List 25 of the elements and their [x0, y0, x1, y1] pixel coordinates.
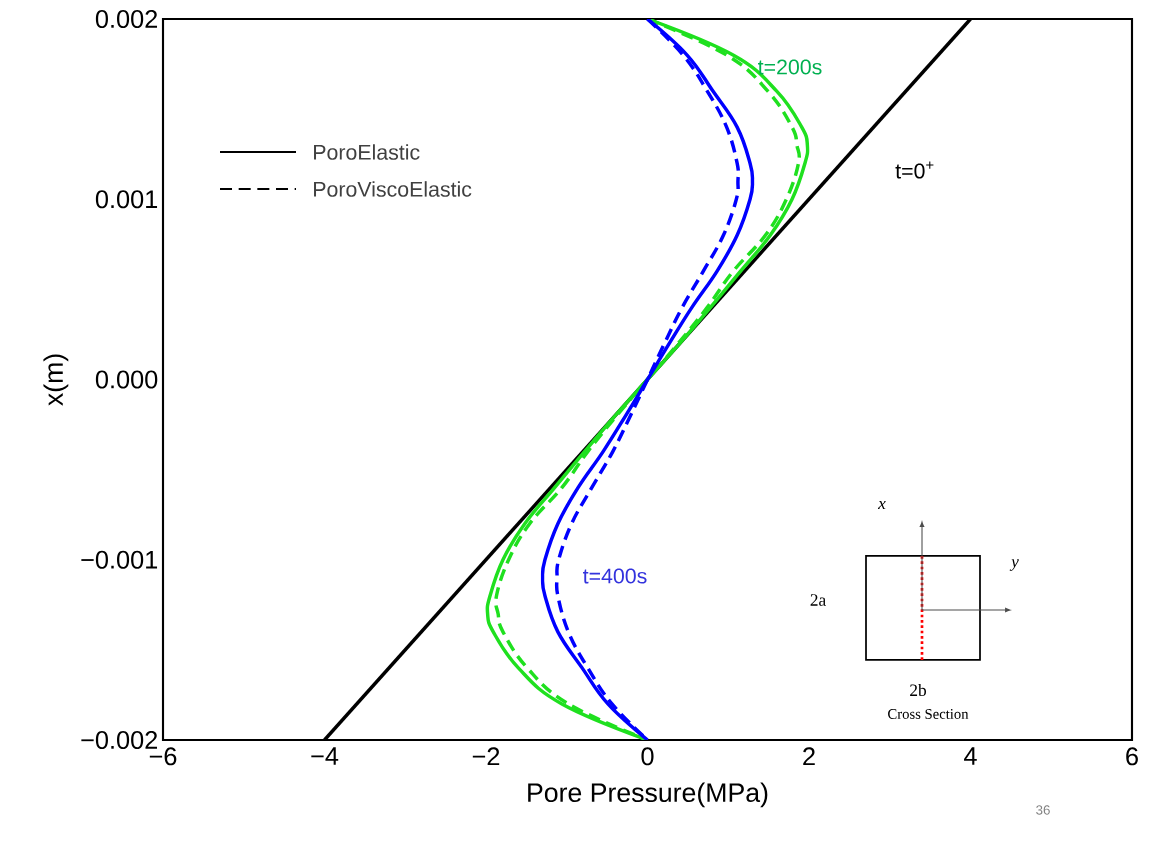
- x-tick-label: 6: [1126, 747, 1138, 766]
- annotation: y: [1009, 559, 1019, 571]
- y-tick-label: 0.002: [95, 10, 158, 28]
- x-tick-label: 0: [641, 747, 654, 766]
- text: 36: [1036, 805, 1050, 815]
- annotation: x: [877, 501, 886, 509]
- x-tick-label: 4: [964, 747, 977, 765]
- annotation: t=400s: [583, 568, 647, 584]
- y-axis-title: x(m): [43, 354, 69, 406]
- y-tick-label: −0.001: [81, 550, 158, 569]
- x-axis-title: Pore Pressure(MPa): [528, 782, 768, 808]
- annotation: Cross Section: [888, 709, 969, 719]
- annotation: PoroElastic: [314, 144, 420, 160]
- annotation: 2b: [910, 683, 927, 697]
- annotation: 2a: [810, 594, 826, 606]
- y-tick-label: 0.001: [95, 190, 158, 209]
- annotation: PoroViscoElastic: [314, 181, 472, 197]
- x-tick-label: −2: [472, 747, 500, 766]
- y-tick-label: −0.002: [81, 731, 158, 749]
- y-tick-label: 0.000: [95, 370, 158, 389]
- annotation: t=0$^{+}$: [895, 161, 934, 179]
- annotation: t=200s: [757, 59, 822, 75]
- x-tick-label: 2: [803, 747, 815, 766]
- x-tick-label: −6: [149, 747, 177, 766]
- x-tick-label: −4: [311, 747, 339, 765]
